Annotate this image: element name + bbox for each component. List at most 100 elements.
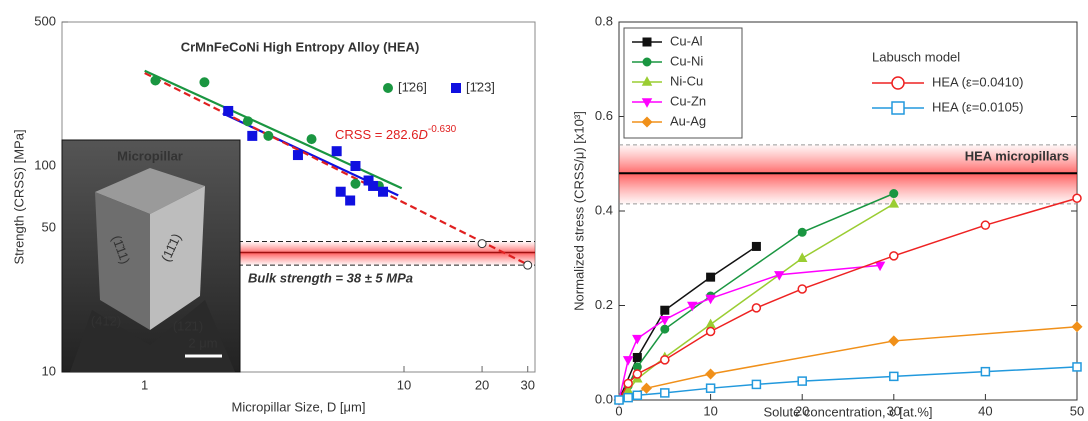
y-tick-label: 50 (42, 219, 56, 234)
legend-label: [1̄26] (398, 79, 427, 94)
y-tick-label: 0.6 (595, 108, 613, 123)
marker (345, 195, 356, 206)
y-tick-label: 0.8 (595, 13, 613, 28)
marker (350, 160, 361, 171)
open-point (477, 239, 487, 249)
marker (335, 186, 346, 197)
marker (660, 388, 670, 398)
marker (980, 366, 991, 377)
marker (632, 390, 643, 401)
legend-label: Cu-Ni (670, 53, 703, 68)
legend-label: [1̄23] (466, 79, 495, 94)
marker (199, 77, 210, 88)
marker (796, 252, 808, 262)
x-axis-label: Solute concentration, c [at.%] (763, 404, 932, 419)
marker (642, 37, 652, 47)
inset-title: Micropillar (117, 148, 183, 163)
x-tick-label: 1 (141, 377, 148, 392)
x-tick-label: 0 (615, 403, 622, 418)
pillar-right (150, 186, 205, 330)
fit-prefix: CRSS = 282.6 (335, 127, 418, 142)
pillar-left (95, 192, 150, 330)
marker (889, 251, 899, 261)
marker (150, 75, 161, 86)
marker (774, 271, 785, 281)
marker (687, 301, 698, 312)
legend-label: HEA (ε=0.0410) (932, 74, 1023, 89)
marker (751, 303, 762, 313)
marker (705, 326, 716, 337)
series-line (618, 197, 1078, 401)
marker (292, 150, 303, 161)
marker (751, 379, 762, 390)
marker (641, 116, 653, 128)
marker (797, 376, 807, 386)
open-point (523, 260, 533, 270)
marker (451, 83, 461, 93)
x-tick-label: 20 (795, 403, 809, 418)
marker (623, 378, 633, 389)
facet-label: (12̄1) (173, 318, 203, 333)
marker (614, 395, 624, 405)
fit-equation: CRSS = 282.6D-0.630 (335, 124, 457, 143)
marker (378, 186, 389, 197)
x-tick-label: 50 (1070, 403, 1084, 418)
y-tick-label: 500 (34, 13, 56, 28)
pillar-base (70, 300, 235, 372)
marker (797, 284, 807, 294)
marker (242, 116, 253, 127)
scale-label: 2 μm (188, 335, 217, 350)
x-tick-label: 10 (397, 377, 411, 392)
chart-title: CrMnFeCoNi High Entropy Alloy (HEA) (181, 39, 420, 54)
marker (263, 130, 274, 141)
x-tick-label: 10 (703, 403, 717, 418)
marker (888, 198, 900, 208)
legend-label: Cu-Zn (670, 93, 706, 108)
legend-label: Ni-Cu (670, 73, 703, 88)
y-tick-label: 0.0 (595, 391, 613, 406)
marker (980, 220, 991, 230)
marker (1072, 362, 1082, 372)
marker (888, 335, 900, 347)
legend-label: Cu-Al (670, 33, 703, 48)
marker (891, 101, 905, 115)
marker (751, 241, 761, 251)
facet-label: (41̄2) (91, 313, 121, 328)
marker (632, 352, 642, 362)
marker (632, 334, 643, 345)
marker (660, 355, 670, 365)
y-axis-label: Strength (CRSS) [MPa] (11, 129, 26, 264)
y-tick-label: 100 (34, 157, 56, 172)
marker (383, 83, 393, 93)
marker (705, 294, 716, 305)
marker (247, 130, 258, 141)
pillar-top (95, 168, 205, 214)
marker (642, 57, 652, 67)
y-tick-label: 0.4 (595, 202, 613, 217)
marker (331, 146, 342, 157)
marker (889, 371, 899, 382)
inset: Micropillar(1̄11) (11̄1)(41̄2) (12̄1)2 μm (61, 139, 241, 373)
marker (874, 261, 886, 272)
marker (705, 383, 716, 393)
fit-var: D (418, 127, 427, 142)
x-tick-label: 30 (520, 377, 534, 392)
marker (368, 180, 379, 191)
fit-exp: -0.630 (428, 124, 457, 135)
bulk-label: Bulk strength = 38 ± 5 MPa (248, 271, 413, 286)
marker (660, 324, 670, 334)
y-tick-label: 0.2 (595, 297, 613, 312)
marker (660, 305, 670, 315)
x-tick-label: 20 (475, 377, 489, 392)
marker (623, 392, 633, 403)
marker (797, 227, 807, 237)
marker (891, 76, 905, 90)
x-tick-label: 30 (887, 403, 901, 418)
marker (622, 356, 634, 366)
legend-title: Labusch model (872, 49, 960, 64)
marker (1071, 321, 1083, 333)
x-tick-label: 40 (978, 403, 992, 418)
marker (641, 98, 653, 108)
legend-label: HEA (ε=0.0105) (932, 99, 1023, 114)
